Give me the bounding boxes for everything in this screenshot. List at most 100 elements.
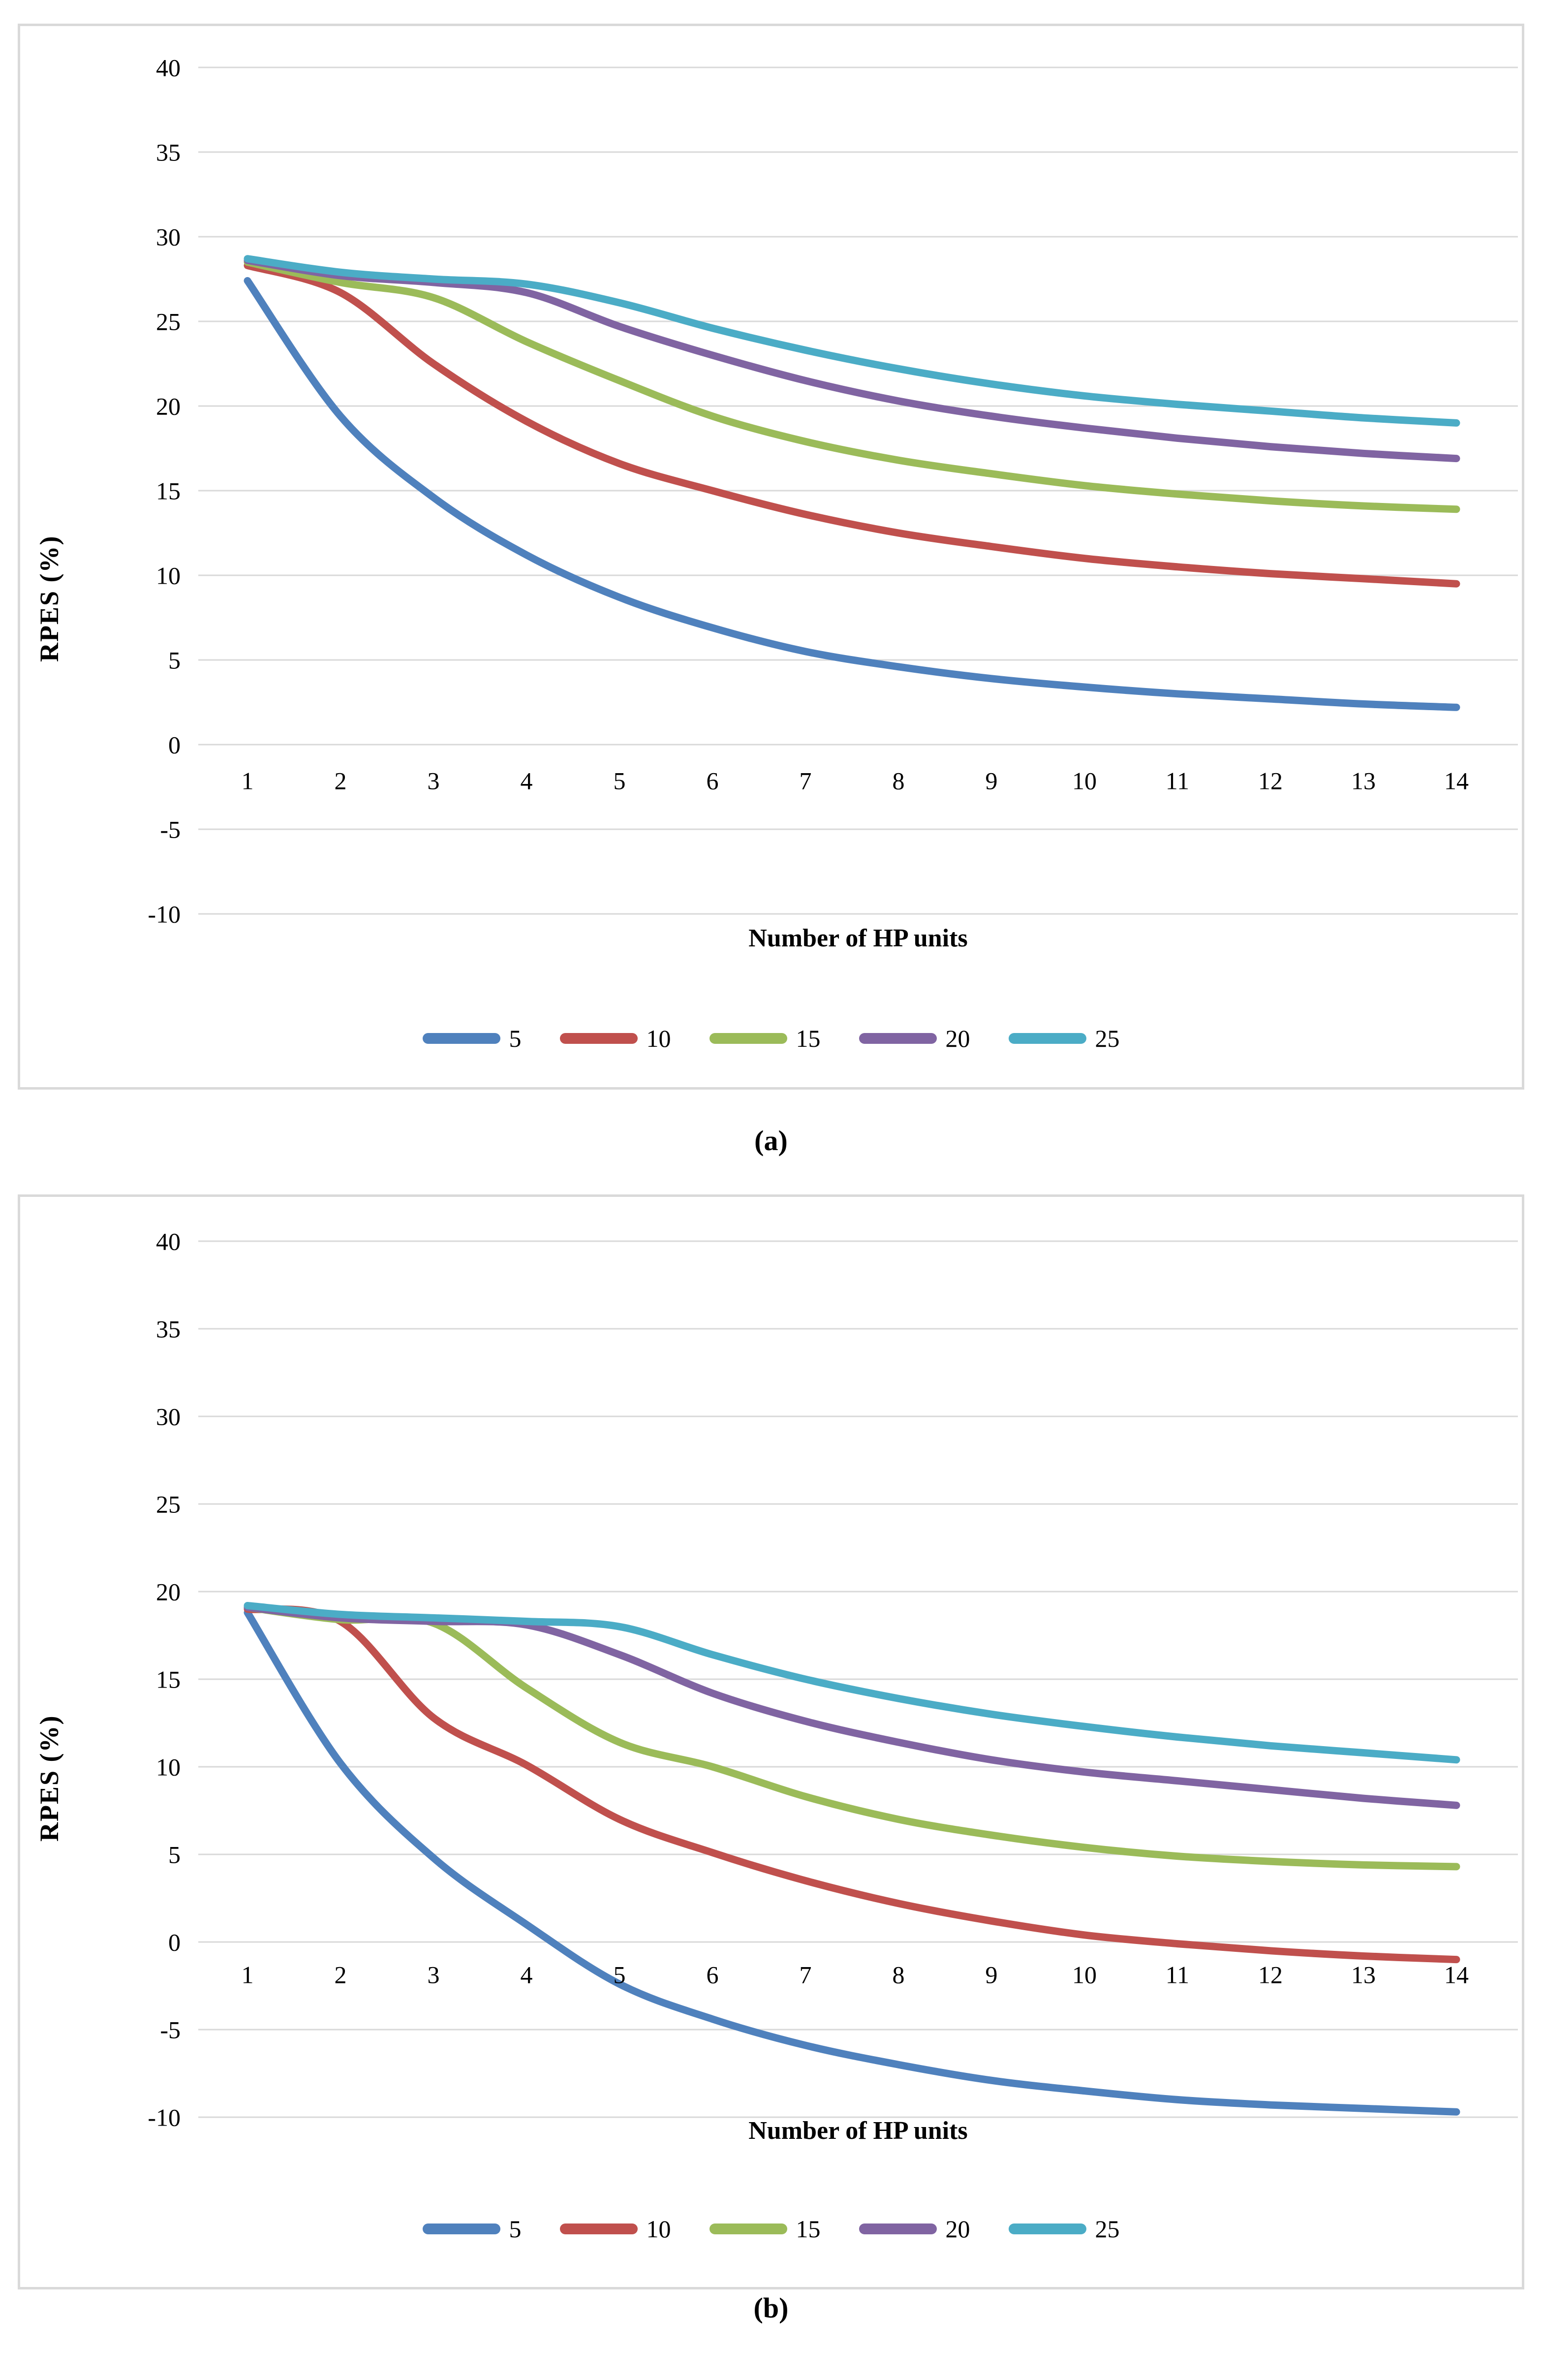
y-tick-label: 10 [156, 1754, 181, 1781]
series-line-20 [244, 256, 1460, 463]
y-tick-label: 0 [168, 1929, 181, 1956]
x-tick-label: 13 [1351, 1961, 1376, 1989]
x-tick-label: 10 [1072, 1961, 1097, 1989]
caption-b: (b) [753, 2292, 789, 2324]
x-tick-label: 14 [1444, 1961, 1469, 1989]
y-axis-title-a: RPES (%) [34, 535, 64, 662]
legend-item-20: 20 [859, 2217, 970, 2241]
legend-b: 5 10 15 20 25 [20, 2217, 1522, 2241]
x-tick-label: 10 [1072, 767, 1097, 795]
series-line-15 [244, 258, 1460, 513]
x-tick-label: 5 [614, 767, 626, 795]
y-tick-label: 25 [156, 308, 181, 336]
legend-swatch-20 [859, 1033, 937, 1044]
caption-a: (a) [754, 1125, 788, 1157]
x-tick-label: 2 [335, 1961, 347, 1989]
chart-panel-a: 40 35 30 25 20 15 10 5 0 -5 -10 1 2 3 4 5 6 7 8 9 10 11 12 13 14… [18, 24, 1524, 1090]
legend-item-15: 15 [709, 2217, 821, 2241]
x-tick-label: 12 [1258, 1961, 1283, 1989]
x-tick-label: 6 [707, 767, 719, 795]
series-line-15 [244, 1603, 1460, 1871]
x-tick-label: 7 [800, 1961, 812, 1989]
y-tick-label: -5 [160, 816, 181, 844]
legend-label: 5 [509, 1025, 522, 1052]
y-tick-label: 20 [156, 393, 181, 420]
x-tick-label: 1 [242, 767, 254, 795]
y-tick-label: 40 [156, 1228, 181, 1255]
y-tick-label: -10 [148, 2104, 181, 2131]
y-tick-label: 0 [168, 731, 181, 759]
y-axis-title-b: RPES (%) [34, 1715, 64, 1842]
legend-label: 15 [796, 2215, 821, 2243]
x-tick-label: 4 [521, 767, 533, 795]
legend-swatch-10 [559, 2223, 638, 2234]
legend-label: 20 [945, 1025, 970, 1052]
x-tick-label: 11 [1166, 1961, 1189, 1989]
x-tick-label: 4 [521, 1961, 533, 1989]
x-tick-label: 2 [335, 767, 347, 795]
legend-item-10: 10 [559, 1025, 671, 1052]
legend-swatch-25 [1008, 2223, 1086, 2234]
legend-item-5: 5 [422, 2217, 522, 2241]
legend-item-25: 25 [1008, 2215, 1120, 2243]
legend-item-10: 10 [559, 2215, 671, 2243]
y-tick-label: 15 [156, 1666, 181, 1693]
y-tick-label: -10 [148, 901, 181, 928]
y-tick-label: 40 [156, 54, 181, 82]
legend-item-5: 5 [422, 1025, 522, 1052]
y-tick-label: 20 [156, 1578, 181, 1606]
legend-label: 10 [646, 2215, 671, 2243]
series-line-25 [244, 255, 1460, 427]
x-tick-label: 5 [614, 1961, 626, 1989]
series-line-10 [244, 261, 1460, 588]
y-tick-label: 35 [156, 139, 181, 166]
legend-swatch-15 [709, 2223, 787, 2234]
y-tick-label: 5 [168, 1841, 181, 1869]
y-tick-label: 5 [168, 647, 181, 674]
legend-swatch-5 [422, 1033, 500, 1044]
x-tick-label: 3 [428, 1961, 440, 1989]
legend-label: 10 [646, 1025, 671, 1052]
legend-label: 25 [1095, 2215, 1120, 2243]
legend-swatch-10 [559, 1033, 638, 1044]
legend-swatch-15 [709, 1033, 787, 1044]
x-axis-title-a: Number of HP units [748, 924, 968, 952]
series-line-5 [244, 1609, 1460, 2116]
series-line-20 [244, 1603, 1460, 1809]
y-tick-label: 10 [156, 562, 181, 590]
x-tick-label: 9 [986, 767, 998, 795]
x-tick-label: 8 [893, 767, 905, 795]
series-line-10 [244, 1605, 1460, 1964]
x-tick-label: 9 [986, 1961, 998, 1989]
series-line-5 [244, 277, 1460, 711]
x-tick-label: 14 [1444, 767, 1469, 795]
chart-panel-b: 40 35 30 25 20 15 10 5 0 -5 -10 1 2 3 4 5 6 7 8 9 10 11 12 13 14… [18, 1194, 1524, 2289]
legend-item-25: 25 [1008, 1025, 1120, 1052]
legend-label: 25 [1095, 1025, 1120, 1052]
y-tick-label: -5 [160, 2016, 181, 2044]
x-tick-label: 13 [1351, 767, 1376, 795]
legend-label: 15 [796, 1025, 821, 1052]
legend-item-15: 15 [709, 1026, 821, 1051]
x-axis-title-b: Number of HP units [748, 2117, 968, 2145]
x-tick-label: 11 [1166, 767, 1189, 795]
y-tick-label: 30 [156, 223, 181, 251]
y-tick-label: 30 [156, 1403, 181, 1431]
legend-a: 5 10 15 20 25 [20, 1026, 1522, 1051]
y-tick-label: 15 [156, 477, 181, 505]
y-tick-label: 25 [156, 1491, 181, 1518]
x-tick-label: 1 [242, 1961, 254, 1989]
x-tick-label: 6 [707, 1961, 719, 1989]
legend-swatch-25 [1008, 1033, 1086, 1044]
x-tick-label: 7 [800, 767, 812, 795]
legend-swatch-20 [859, 2223, 937, 2234]
legend-item-20: 20 [859, 1026, 970, 1051]
legend-swatch-5 [422, 2223, 500, 2234]
x-tick-label: 3 [428, 767, 440, 795]
legend-label: 20 [945, 2215, 970, 2243]
x-tick-label: 8 [893, 1961, 905, 1989]
y-tick-label: 35 [156, 1315, 181, 1343]
series-line-25 [244, 1601, 1460, 1764]
